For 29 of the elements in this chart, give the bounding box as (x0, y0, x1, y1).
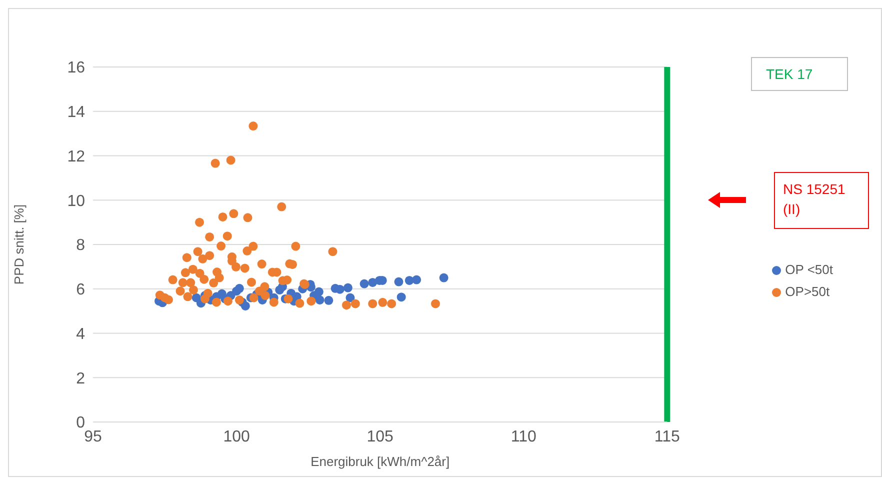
x-tick-label: 95 (84, 428, 102, 446)
point (439, 273, 448, 282)
y-tick-label: 4 (76, 326, 86, 343)
legend-label: OP <50t (785, 262, 833, 277)
text: NS 15251 (II) (774, 172, 869, 230)
y-tick-label: 14 (67, 104, 86, 122)
y-tick-label: 2 (76, 370, 86, 388)
y-tick-label: 6 (76, 282, 86, 299)
x-tick-label: 105 (366, 428, 394, 446)
y-tick-label: 12 (67, 148, 86, 166)
x-tick-label: 115 (654, 428, 680, 446)
y-axis-title: PPD snitt. [%] (12, 204, 27, 285)
y-tick-label: 8 (76, 237, 86, 254)
x-tick-label: 110 (510, 428, 536, 446)
point (394, 277, 404, 286)
point (346, 293, 355, 302)
point (324, 296, 334, 305)
point (234, 284, 244, 293)
point (412, 275, 422, 284)
x-tick-label: 100 (223, 428, 250, 446)
y-tick-label: 16 (67, 60, 86, 77)
point (343, 283, 352, 292)
point (360, 279, 369, 288)
x-axis-title: Energibruk [kWh/m^2år] (310, 454, 450, 469)
legend-label: OP>50t (785, 284, 830, 299)
point (396, 292, 406, 302)
y-tick-label: 0 (76, 414, 86, 432)
y-tick-label: 10 (67, 192, 86, 210)
ref-line-label: TEK 17 (751, 57, 848, 91)
